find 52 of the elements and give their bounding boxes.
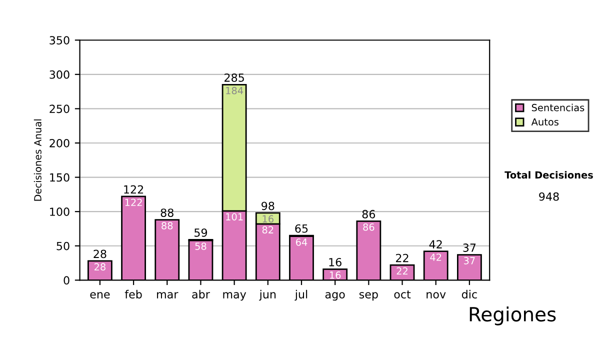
x-tick-label: sep: [359, 292, 378, 301]
y-tick-label: 50: [56, 242, 70, 250]
text: Total Decisiones: [504, 171, 593, 179]
total-label: 285: [224, 73, 244, 82]
x-tick-label: jul: [294, 290, 308, 301]
text: 948: [539, 192, 559, 201]
total-label: 88: [160, 208, 174, 217]
x-tick-label: nov: [426, 292, 446, 298]
x-tick-label: ene: [90, 292, 110, 298]
y-tick-label: 0: [64, 276, 70, 285]
x-tick-label: ago: [325, 292, 345, 301]
total-label: 16: [329, 258, 342, 266]
y-tick-label: 200: [50, 138, 70, 148]
x-tick-label: may: [223, 292, 246, 301]
x-tick-label: feb: [124, 290, 142, 298]
total-label: 59: [194, 228, 208, 237]
y-tick-label: 300: [50, 70, 70, 79]
total-label: 42: [429, 240, 442, 248]
data-label: 82: [262, 226, 274, 234]
total-label: 86: [362, 210, 376, 218]
y-tick-label: 250: [50, 104, 70, 114]
data-label: 58: [195, 242, 206, 250]
y-tick-label: 100: [50, 208, 70, 216]
total-label: 28: [94, 250, 106, 258]
data-label: 88: [162, 222, 173, 230]
legend-label: Autos: [531, 118, 558, 126]
legend-label: Sentencias: [532, 104, 584, 112]
total-label: 98: [262, 202, 274, 210]
data-label: 42: [430, 254, 442, 261]
x-tick-label: oct: [394, 290, 411, 298]
x-tick-label: mar: [157, 292, 178, 298]
y-tick-label: 150: [50, 173, 70, 182]
data-label: 28: [94, 263, 106, 271]
data-label: 37: [464, 257, 475, 264]
data-label: 86: [363, 223, 374, 231]
total-label: 37: [463, 244, 476, 252]
total-label: 22: [396, 254, 408, 262]
total-label: 65: [295, 224, 308, 233]
data-label: 64: [296, 238, 308, 246]
total-label: 122: [124, 185, 144, 194]
y-tick-label: 350: [50, 36, 70, 44]
x-tick-label: dic: [462, 290, 477, 298]
data-label: 184: [226, 86, 244, 94]
y-axis-title: Decisiones Anual: [34, 119, 42, 201]
data-label: 16: [262, 215, 274, 223]
x-tick-label: abr: [192, 290, 210, 298]
data-label: 101: [226, 213, 243, 220]
data-label: 22: [396, 267, 408, 275]
text: Regiones: [470, 306, 556, 326]
data-label: 122: [125, 198, 142, 206]
x-tick-label: jun: [259, 290, 276, 301]
data-label: 16: [330, 271, 341, 279]
